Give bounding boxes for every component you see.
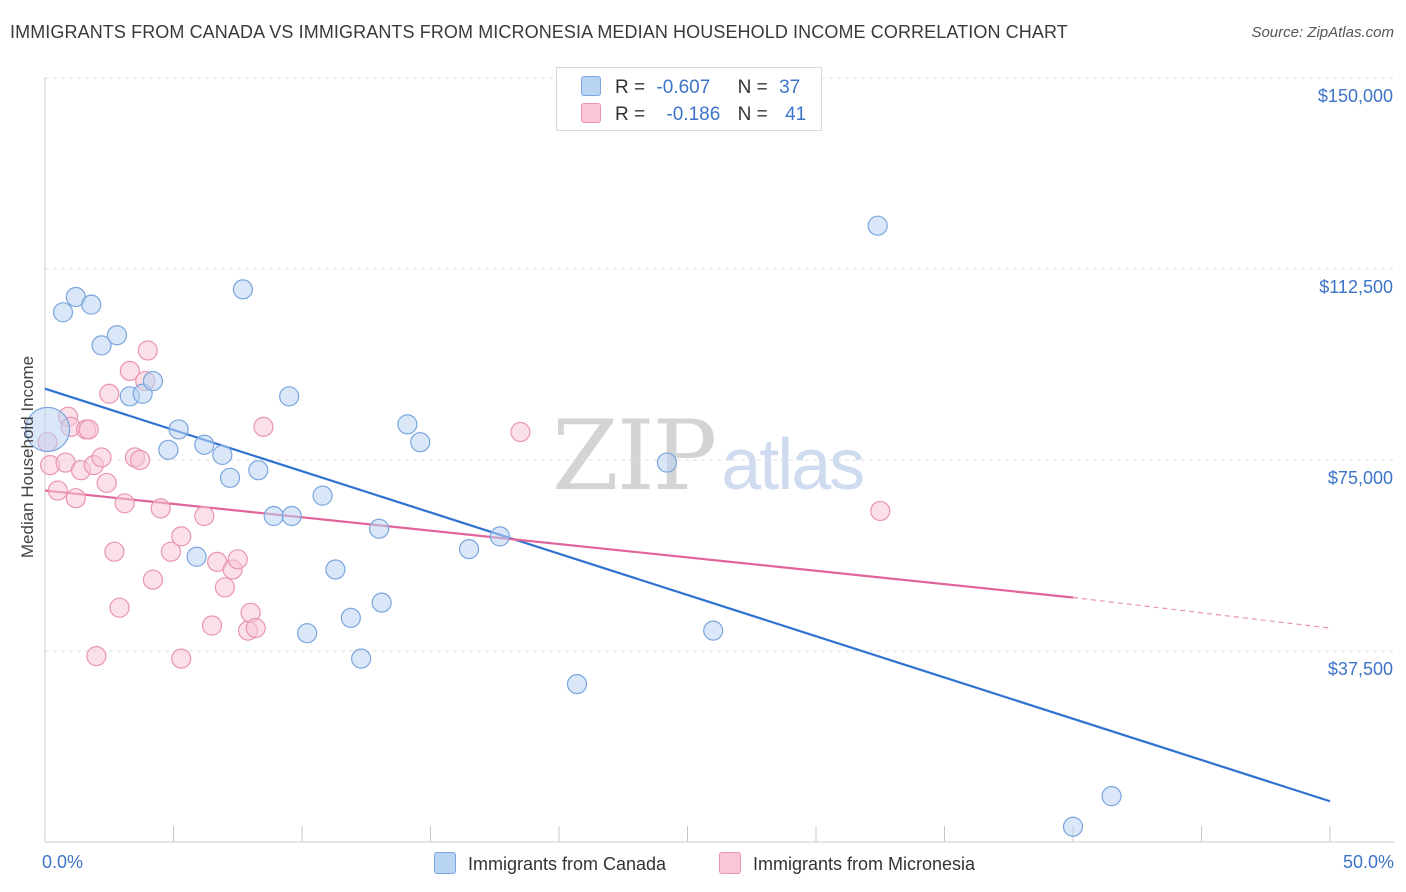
micronesia-point	[137, 340, 158, 361]
canada-point	[458, 539, 480, 560]
canada-point	[1101, 786, 1122, 807]
micronesia-point	[78, 419, 99, 440]
micronesia-point	[142, 569, 164, 590]
legend-item-canada: Immigrants from Canada	[434, 852, 666, 875]
r-value: -0.186	[666, 104, 721, 125]
micronesia-trend-extension	[1072, 596, 1331, 629]
micronesia-point	[96, 472, 117, 494]
r-value: -0.607	[656, 77, 711, 98]
watermark-zip: ZIP	[552, 400, 717, 512]
micronesia-point	[253, 416, 274, 437]
micronesia-point	[245, 617, 266, 639]
canada-point	[81, 294, 102, 315]
n-value: 37	[779, 77, 801, 98]
canada-point	[369, 518, 390, 539]
x-tick-label: 50.0%	[1342, 852, 1394, 872]
canada-point	[248, 460, 269, 481]
n-label: N =	[737, 77, 768, 98]
canada-point	[168, 419, 189, 440]
canada-point	[351, 648, 372, 669]
y-tick-label: $37,500	[1327, 659, 1393, 679]
micronesia-point	[129, 449, 151, 471]
source-label: Source: ZipAtlas.com	[1251, 24, 1394, 41]
micronesia-point	[227, 549, 248, 570]
r-label: R =	[615, 104, 646, 125]
micronesia-point	[160, 541, 182, 562]
micronesia-point	[150, 498, 171, 519]
canada-point	[219, 467, 241, 488]
y-tick-label: $150,000	[1317, 86, 1393, 106]
canada-point	[194, 434, 215, 455]
micronesia-point	[114, 493, 135, 514]
series-legend: Immigrants from Canada Immigrants from M…	[0, 852, 1406, 878]
trend-lines	[44, 387, 1331, 803]
canada-point	[91, 335, 112, 356]
canada-point	[656, 452, 678, 473]
canada-trend-line	[44, 387, 1331, 803]
canada-swatch	[581, 76, 601, 96]
canada-point	[867, 215, 888, 236]
canada-point	[325, 559, 346, 580]
micronesia-trend-line	[44, 489, 1074, 599]
x-tick-label: 0.0%	[42, 852, 84, 872]
canada-point	[106, 325, 128, 346]
r-label: R =	[615, 77, 646, 98]
micronesia-swatch	[581, 103, 601, 123]
correlation-legend: R = -0.607 N = 37 R = -0.186 N = 41	[556, 67, 822, 131]
micronesia-point	[47, 480, 68, 501]
canada-point	[158, 439, 179, 460]
canada-point	[263, 505, 284, 527]
canada-point	[340, 607, 361, 628]
canada-point	[703, 620, 724, 641]
canada-point	[279, 386, 300, 407]
micronesia-point	[870, 500, 891, 522]
micronesia-point	[510, 421, 531, 443]
canada-point	[24, 406, 71, 453]
canada-point	[142, 370, 164, 392]
micronesia-point	[109, 597, 130, 618]
canada-point	[1062, 816, 1084, 837]
canada-point	[232, 279, 253, 300]
canada-point	[52, 302, 74, 323]
canada-point	[397, 414, 418, 435]
y-tick-label: $75,000	[1327, 468, 1393, 488]
y-axis-label: Median Household Income	[18, 355, 37, 559]
grid-lines	[45, 77, 1395, 652]
canada-point	[281, 505, 302, 527]
micronesia-point	[171, 526, 192, 547]
canada-legend-swatch	[434, 852, 456, 874]
canada-point	[489, 526, 510, 547]
data-points	[24, 215, 1122, 837]
n-label: N =	[737, 104, 768, 125]
micronesia-point	[99, 383, 120, 404]
y-tick-label: $112,500	[1319, 277, 1393, 297]
micronesia-legend-label: Immigrants from Micronesia	[753, 854, 976, 874]
chart-title: IMMIGRANTS FROM CANADA VS IMMIGRANTS FRO…	[10, 22, 1068, 42]
n-value: 41	[785, 104, 807, 125]
micronesia-point	[171, 648, 192, 669]
micronesia-point	[91, 447, 112, 468]
canada-point	[410, 432, 431, 453]
micronesia-point	[214, 577, 235, 598]
canada-point	[371, 592, 392, 613]
micronesia-point	[201, 615, 223, 636]
canada-point	[312, 485, 333, 506]
micronesia-point	[65, 488, 86, 509]
zipatlas-watermark: ZIPatlas	[552, 400, 865, 512]
legend-row-micronesia: R = -0.186 N = 41	[581, 103, 806, 125]
micronesia-point	[86, 645, 107, 667]
canada-point	[566, 674, 588, 695]
canada-point	[186, 546, 207, 567]
micronesia-point	[104, 541, 125, 562]
canada-legend-label: Immigrants from Canada	[468, 854, 667, 874]
micronesia-legend-swatch	[719, 852, 741, 874]
canada-point	[297, 623, 318, 644]
micronesia-point	[119, 360, 140, 381]
legend-item-micronesia: Immigrants from Micronesia	[719, 852, 975, 875]
micronesia-point	[194, 505, 215, 527]
watermark-atlas: atlas	[721, 425, 865, 505]
canada-point	[212, 444, 233, 466]
legend-row-canada: R = -0.607 N = 37	[581, 76, 800, 98]
